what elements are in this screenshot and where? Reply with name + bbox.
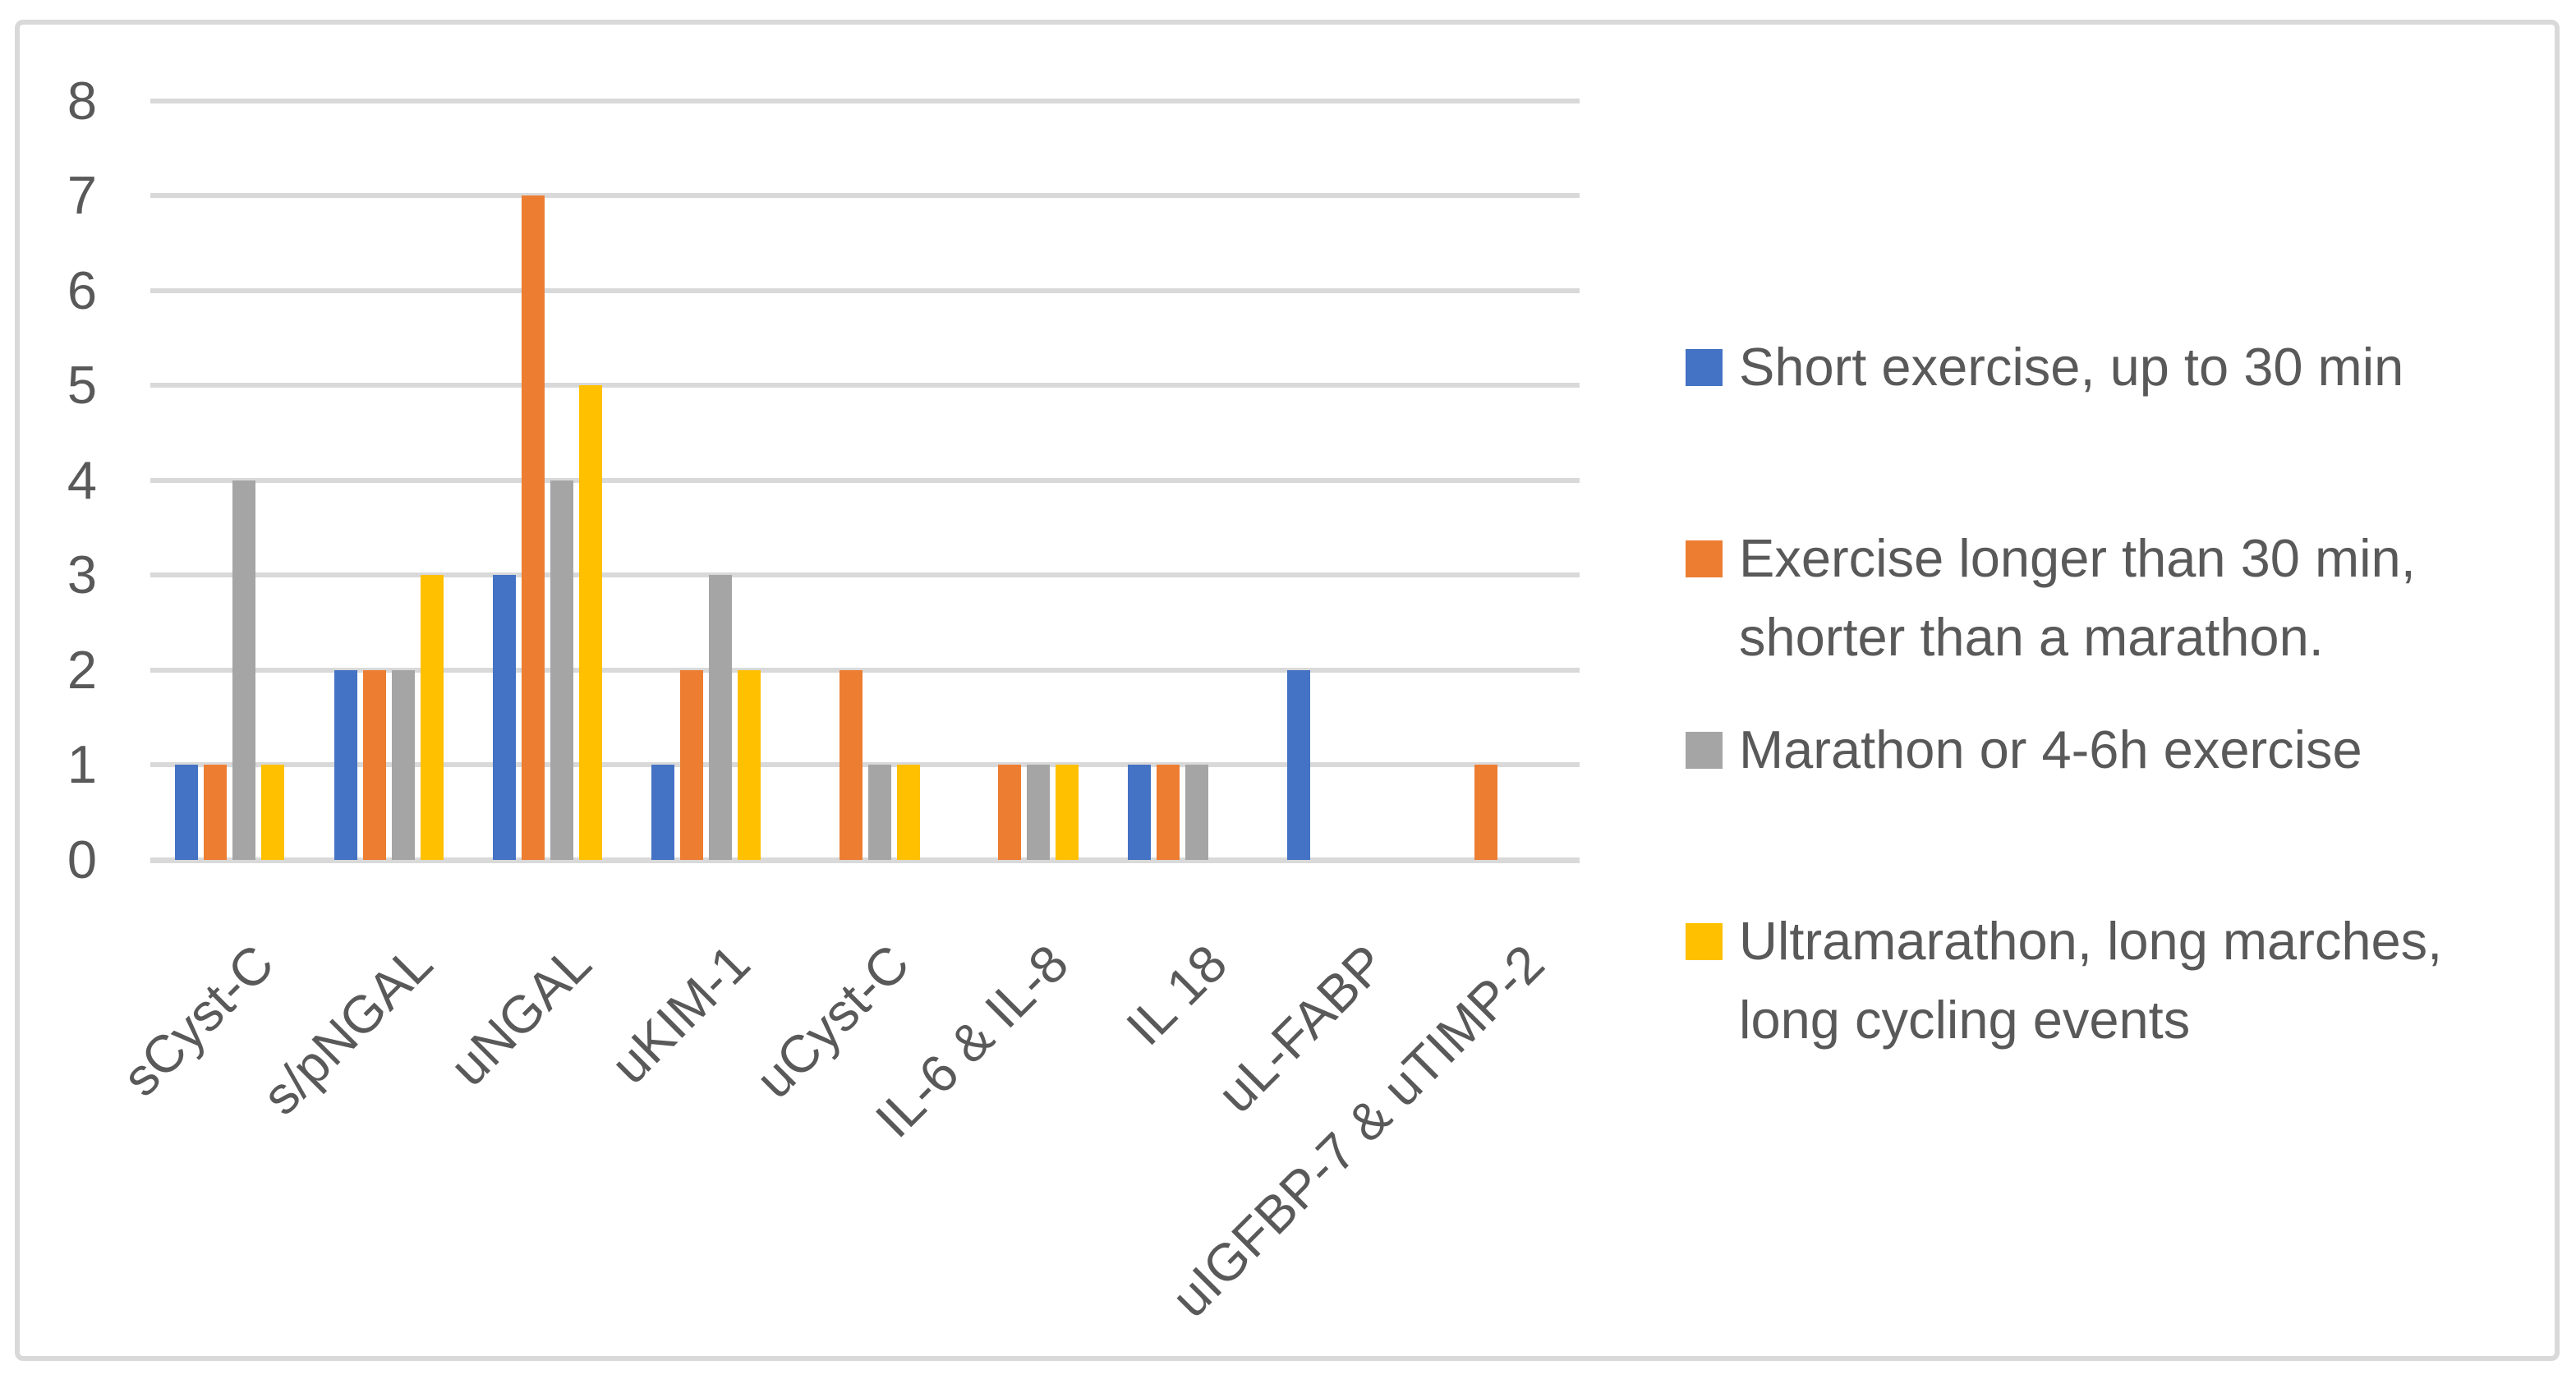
- bar: [1286, 669, 1310, 860]
- legend-swatch: [1686, 923, 1723, 960]
- legend-item-label: Marathon or 4-6h exercise: [1739, 719, 2362, 779]
- bar: [521, 195, 545, 860]
- y-axis-tick-label: 5: [67, 355, 97, 416]
- bar: [896, 765, 920, 860]
- bar: [204, 765, 228, 860]
- bar: [1055, 765, 1079, 860]
- bar: [232, 480, 256, 860]
- gridline: [150, 572, 1580, 578]
- gridline: [150, 762, 1580, 768]
- legend-swatch: [1686, 349, 1723, 386]
- legend-item-label: Short exercise, up to 30 min: [1739, 337, 2404, 397]
- x-axis-line: [150, 857, 1580, 863]
- bar: [334, 669, 357, 860]
- bar: [175, 765, 199, 860]
- bar: [1474, 765, 1497, 860]
- bar: [362, 669, 386, 860]
- bar: [261, 765, 285, 860]
- bar: [492, 575, 516, 860]
- bar: [709, 575, 733, 860]
- bar: [1026, 765, 1050, 860]
- gridline: [150, 667, 1580, 673]
- y-axis-tick-label: 6: [67, 260, 97, 320]
- bar: [867, 765, 891, 860]
- y-axis-tick-label: 1: [67, 734, 97, 795]
- bar: [391, 669, 415, 860]
- gridline: [150, 287, 1580, 293]
- legend-item-label: Ultramarathon, long marches, long cyclin…: [1739, 911, 2443, 1050]
- y-axis-tick-label: 8: [67, 70, 97, 131]
- bar: [997, 765, 1021, 860]
- y-axis-tick-label: 0: [67, 830, 97, 889]
- gridline: [150, 193, 1580, 199]
- y-axis-tick-label: 4: [67, 449, 97, 510]
- bar: [651, 765, 675, 860]
- bar: [839, 669, 862, 860]
- chart-border-frame: [15, 20, 2560, 1361]
- y-axis-tick-label: 2: [67, 639, 97, 700]
- gridline: [150, 98, 1580, 103]
- y-axis-tick-label: 3: [67, 545, 97, 605]
- legend-item-label: Exercise longer than 30 min, shorter tha…: [1739, 528, 2416, 667]
- legend-swatch: [1686, 732, 1723, 769]
- bar: [1157, 765, 1180, 860]
- bar: [578, 385, 602, 860]
- y-axis-tick-label: 7: [67, 165, 97, 226]
- bar: [738, 669, 761, 860]
- legend-swatch: [1686, 540, 1723, 577]
- gridline: [150, 383, 1580, 388]
- bar: [420, 575, 444, 860]
- bar: [680, 669, 704, 860]
- bar: [1185, 765, 1209, 860]
- bar: [550, 480, 573, 860]
- gridline: [150, 477, 1580, 483]
- bar: [1128, 765, 1152, 860]
